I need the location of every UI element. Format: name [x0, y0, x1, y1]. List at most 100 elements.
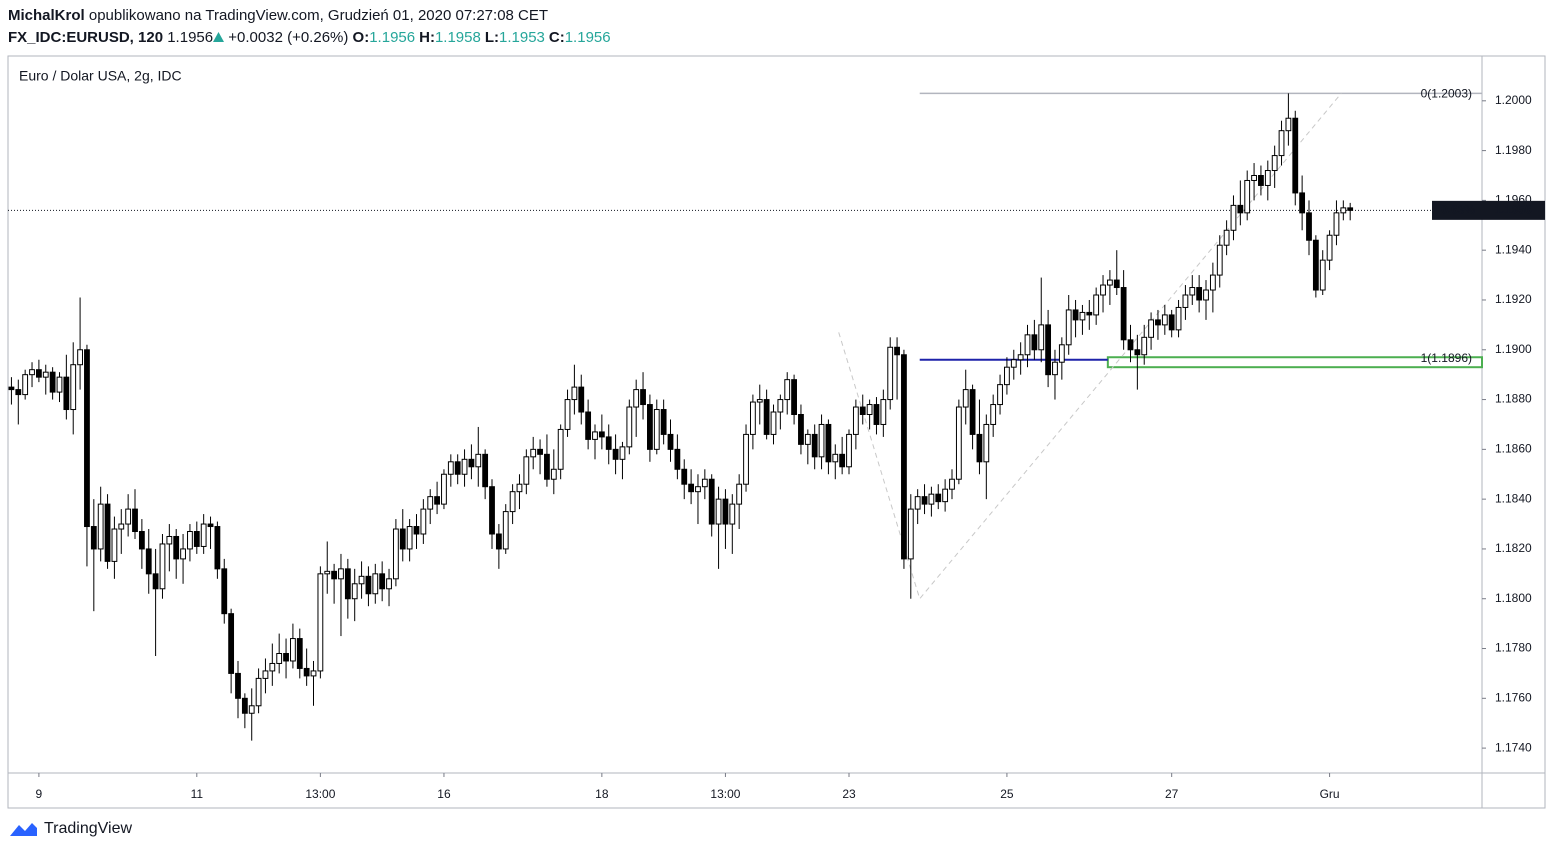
candle-body: [1340, 207, 1347, 214]
candle-body: [200, 523, 207, 547]
candle-body: [1182, 294, 1189, 308]
brand[interactable]: TradingView: [44, 820, 133, 837]
candle-body: [351, 583, 358, 600]
ohlc-label: C:: [548, 29, 565, 46]
candle-body: [674, 448, 681, 470]
candle-body: [269, 662, 276, 672]
candle-body: [365, 575, 372, 595]
candle-body: [825, 423, 832, 463]
candle-body: [564, 399, 571, 430]
candle-body: [571, 386, 578, 401]
candle-body: [846, 433, 852, 468]
candle-body: [214, 526, 221, 570]
candle-body: [235, 672, 241, 699]
candle-body: [138, 531, 145, 550]
candle-body: [344, 568, 351, 600]
candle-body: [15, 389, 22, 396]
candle-body: [715, 498, 722, 525]
candle-body: [1038, 324, 1045, 351]
candle-body: [557, 428, 564, 470]
candle-body: [427, 496, 434, 510]
candle-body: [695, 486, 701, 493]
candle-body: [187, 531, 193, 550]
symbol-line: FX_IDC:EURUSD, 120 1.1956 +0.0032 (+0.26…: [8, 29, 615, 46]
candle-body: [372, 573, 379, 595]
candle-body: [894, 346, 900, 356]
ohlc-value: 1.1953: [499, 29, 545, 46]
candle-body: [324, 570, 331, 575]
candle-body: [489, 486, 495, 535]
candle-body: [852, 406, 859, 435]
candle-body: [880, 399, 887, 425]
candle-body: [1209, 274, 1216, 291]
candle-body: [1161, 314, 1168, 326]
candle-body: [56, 376, 63, 393]
candle-body: [331, 570, 338, 580]
candle-body: [1010, 359, 1017, 368]
candle-body: [537, 448, 543, 455]
candle-body: [640, 389, 646, 406]
up-arrow: [213, 32, 225, 42]
ohlc-value: 1.1958: [434, 29, 481, 46]
price-value: 1.1956: [1495, 203, 1532, 217]
candle-body: [633, 389, 640, 408]
candle-body: [1292, 117, 1299, 194]
x-tick-label: 13:00: [305, 787, 335, 801]
candle-body: [1072, 309, 1079, 321]
last: 1.1956: [167, 29, 214, 46]
candle-body: [180, 548, 186, 560]
candle-body: [598, 431, 605, 438]
candle-body: [784, 379, 791, 401]
candle-body: [1058, 344, 1065, 363]
candle-body: [516, 483, 523, 493]
candle-body: [619, 446, 626, 460]
candle-body: [1120, 287, 1127, 341]
y-tick-label: 1.1860: [1495, 442, 1532, 456]
candle-body: [804, 433, 811, 445]
candle-body: [434, 496, 440, 505]
candle-body: [262, 670, 269, 679]
candle-body: [722, 498, 729, 525]
candle-body: [111, 528, 118, 562]
candle-body: [90, 526, 97, 550]
candle-body: [907, 508, 914, 560]
candle-body: [935, 493, 942, 503]
candle-body: [1017, 354, 1024, 361]
y-tick-label: 1.1980: [1495, 143, 1532, 157]
candle-body: [763, 399, 770, 435]
y-tick-label: 1.1800: [1495, 591, 1532, 605]
chart-title: Euro / Dolar USA, 2g, IDC: [19, 68, 182, 84]
candle-body: [1216, 244, 1223, 276]
candle-body: [1237, 204, 1244, 214]
candle-body: [1031, 334, 1038, 351]
candle-body: [461, 458, 468, 475]
candle-body: [420, 508, 427, 535]
y-tick-label: 1.1760: [1495, 690, 1532, 704]
candle-body: [605, 436, 612, 450]
candle-body: [962, 389, 969, 408]
y-tick-label: 1.1740: [1495, 740, 1532, 754]
candle-body: [1134, 349, 1141, 356]
logo: [10, 823, 37, 836]
candle-body: [84, 349, 90, 528]
author[interactable]: MichalKrol: [8, 7, 85, 24]
candle-body: [969, 389, 976, 435]
candle-body: [1299, 192, 1306, 214]
candle-body: [1333, 212, 1340, 236]
chart: Euro / Dolar USA, 2g, IDC 1.1740 1.1760 1.…: [7, 55, 1546, 809]
candle-body: [303, 667, 310, 677]
candle-body: [159, 543, 166, 590]
candle-body: [125, 508, 132, 525]
candle-body: [276, 653, 283, 664]
x-tick-label: 27: [1165, 787, 1179, 801]
candle-body: [901, 354, 907, 560]
y-tick-label: 1.1840: [1495, 491, 1532, 505]
candle-body: [701, 478, 708, 488]
y-tick-label: 1.1780: [1495, 641, 1532, 655]
candle-body: [1065, 309, 1072, 346]
candle-body: [1189, 287, 1196, 296]
candle-body: [949, 478, 955, 490]
candle-body: [578, 386, 585, 413]
candle-body: [1319, 259, 1326, 291]
